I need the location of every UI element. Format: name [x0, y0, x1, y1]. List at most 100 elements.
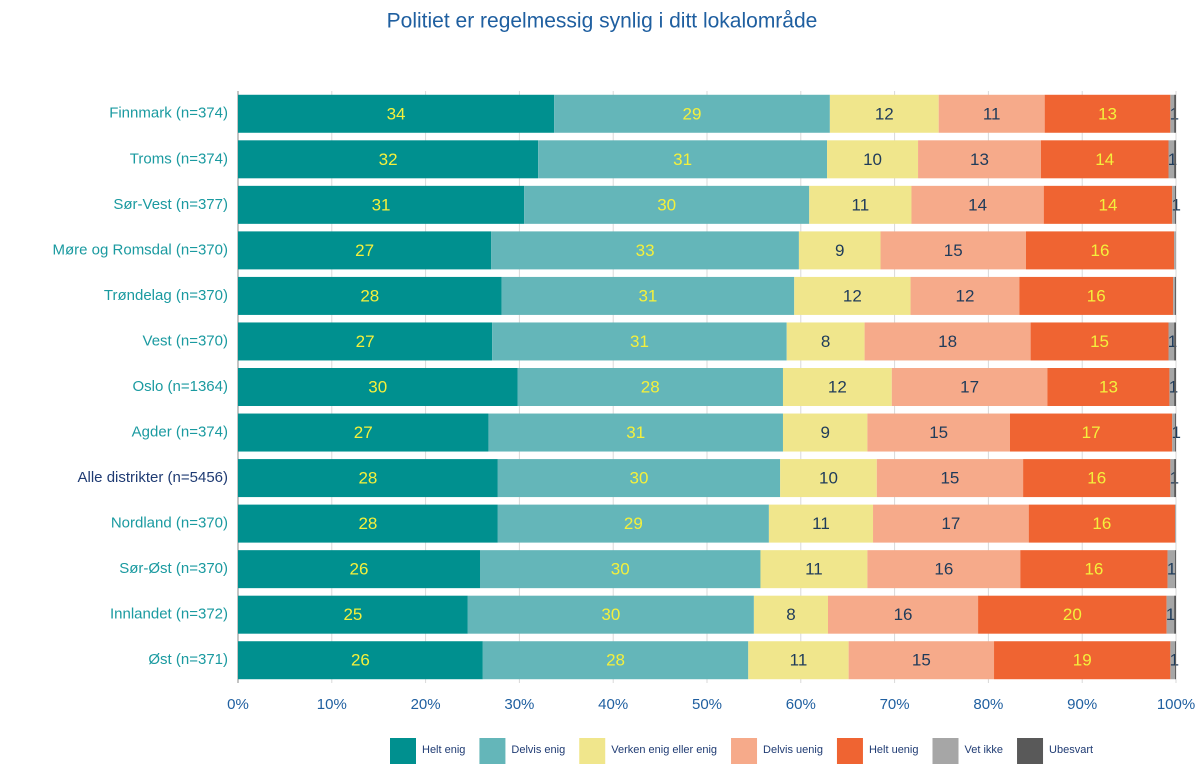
- bar-segment: [1174, 368, 1176, 406]
- bar-segment: [876, 459, 1024, 498]
- bar-segment: [482, 641, 749, 680]
- x-tick-label: 50%: [692, 696, 722, 713]
- bar-segment: [538, 140, 828, 179]
- bar-segment: [238, 276, 502, 315]
- bar-segment: [911, 185, 1044, 224]
- data-label: 18: [938, 332, 957, 351]
- y-tick-label: Møre og Romsdal (n=370): [53, 241, 229, 258]
- legend-label: Helt uenig: [869, 744, 919, 756]
- data-label: 31: [626, 423, 645, 442]
- data-label: 27: [356, 332, 375, 351]
- data-label: 30: [657, 195, 676, 214]
- data-label: 26: [350, 560, 369, 579]
- bar-segment: [1175, 504, 1176, 543]
- bar-segment: [467, 595, 754, 634]
- bar-segment: [1172, 185, 1176, 224]
- data-label: 26: [351, 651, 370, 670]
- bar-segment: [864, 322, 1031, 361]
- x-tick-label: 30%: [504, 696, 534, 713]
- data-label: 28: [358, 469, 377, 488]
- data-label: 16: [1087, 286, 1106, 305]
- data-label: 8: [786, 605, 795, 624]
- bar-segment: [1175, 641, 1176, 680]
- data-label: 32: [379, 150, 398, 169]
- y-tick-label: Øst (n=371): [148, 651, 228, 668]
- x-tick-label: 70%: [880, 696, 910, 713]
- bar-segment: [1025, 231, 1175, 270]
- data-label: 16: [894, 605, 913, 624]
- legend-label: Delvis enig: [511, 744, 565, 756]
- y-tick-label: Sør-Vest (n=377): [113, 196, 228, 213]
- bar-segment: [1174, 322, 1176, 361]
- legend-swatch: [1017, 738, 1044, 764]
- legend-label: Ubesvart: [1049, 744, 1093, 756]
- bar-segment: [1020, 550, 1168, 589]
- bar-segment: [1168, 322, 1175, 361]
- bar-segment: [554, 94, 830, 133]
- bar-segment: [497, 504, 769, 543]
- data-label: 31: [673, 150, 692, 169]
- bar-segment: [492, 322, 787, 361]
- bar-segment: [238, 322, 493, 361]
- legend-label: Delvis uenig: [763, 744, 823, 756]
- data-label: 13: [970, 150, 989, 169]
- data-label: 14: [968, 195, 987, 214]
- y-tick-label: Alle distrikter (n=5456): [78, 469, 228, 486]
- data-label: 12: [828, 377, 847, 396]
- bar-segment: [753, 595, 829, 634]
- x-tick-label: 90%: [1067, 696, 1097, 713]
- bar-segment: [1028, 504, 1176, 543]
- data-label: 11: [790, 651, 808, 670]
- data-label: 12: [955, 286, 974, 305]
- data-label: 11: [852, 195, 870, 214]
- bar-segment: [910, 276, 1020, 315]
- data-label: 33: [636, 241, 655, 260]
- y-tick-label: Vest (n=370): [143, 332, 228, 349]
- bar-segment: [238, 550, 481, 589]
- data-label: 15: [929, 423, 948, 442]
- legend-label: Vet ikke: [965, 744, 1004, 756]
- data-label: 20: [1063, 605, 1082, 624]
- data-label: 1: [1166, 605, 1175, 624]
- bar-segment: [1040, 140, 1169, 179]
- bar-segment: [497, 459, 781, 498]
- bar-segment: [1047, 368, 1170, 406]
- y-tick-label: Finnmark (n=374): [109, 105, 228, 122]
- data-label: 16: [1091, 241, 1110, 260]
- bar-segment: [1044, 94, 1171, 133]
- data-label: 17: [960, 377, 979, 396]
- bar-segment: [238, 504, 498, 543]
- bar-segment: [238, 459, 498, 498]
- bar-segment: [238, 413, 489, 452]
- data-label: 1: [1168, 150, 1177, 169]
- data-label: 1: [1168, 332, 1177, 351]
- bar-segment: [794, 276, 911, 315]
- x-tick-label: 0%: [227, 696, 249, 713]
- bar-segment: [1170, 94, 1175, 133]
- data-label: 27: [354, 423, 373, 442]
- bar-segment: [780, 459, 877, 498]
- bar-segment: [760, 550, 868, 589]
- legend-swatch: [932, 738, 959, 764]
- data-label: 29: [624, 514, 643, 533]
- data-label: 13: [1098, 104, 1117, 123]
- bar-segment: [809, 185, 912, 224]
- bar-segment: [978, 595, 1167, 634]
- data-label: 31: [638, 286, 657, 305]
- x-tick-label: 10%: [317, 696, 347, 713]
- data-label: 15: [940, 469, 959, 488]
- data-label: 31: [630, 332, 649, 351]
- bar-segment: [918, 140, 1041, 179]
- data-label: 14: [1099, 195, 1118, 214]
- data-label: 15: [912, 651, 931, 670]
- bar-segment: [1170, 641, 1176, 680]
- x-tick-label: 80%: [973, 696, 1003, 713]
- bar-segment: [827, 140, 919, 179]
- data-label: 19: [1073, 651, 1092, 670]
- data-label: 30: [630, 469, 649, 488]
- legend-label: Helt enig: [422, 744, 465, 756]
- bar-segment: [501, 276, 795, 315]
- bar-segment: [238, 185, 525, 224]
- data-label: 25: [343, 605, 362, 624]
